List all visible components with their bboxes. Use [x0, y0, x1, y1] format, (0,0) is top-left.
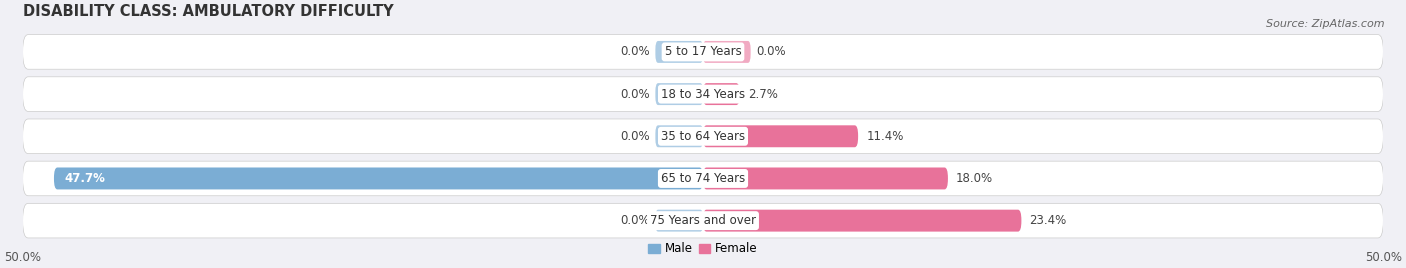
Text: Source: ZipAtlas.com: Source: ZipAtlas.com — [1267, 19, 1385, 29]
FancyBboxPatch shape — [655, 125, 703, 147]
FancyBboxPatch shape — [703, 168, 948, 189]
FancyBboxPatch shape — [22, 119, 1384, 154]
Text: 35 to 64 Years: 35 to 64 Years — [661, 130, 745, 143]
Text: 65 to 74 Years: 65 to 74 Years — [661, 172, 745, 185]
FancyBboxPatch shape — [22, 203, 1384, 238]
Legend: Male, Female: Male, Female — [644, 238, 762, 260]
FancyBboxPatch shape — [703, 83, 740, 105]
FancyBboxPatch shape — [53, 168, 703, 189]
Text: 11.4%: 11.4% — [866, 130, 904, 143]
FancyBboxPatch shape — [703, 210, 1021, 232]
Text: 47.7%: 47.7% — [65, 172, 105, 185]
Text: 18 to 34 Years: 18 to 34 Years — [661, 88, 745, 100]
FancyBboxPatch shape — [655, 210, 703, 232]
Text: 5 to 17 Years: 5 to 17 Years — [665, 45, 741, 58]
FancyBboxPatch shape — [22, 35, 1384, 69]
FancyBboxPatch shape — [655, 83, 703, 105]
Text: 0.0%: 0.0% — [620, 45, 650, 58]
FancyBboxPatch shape — [703, 41, 751, 63]
Text: 18.0%: 18.0% — [956, 172, 993, 185]
Text: 0.0%: 0.0% — [620, 130, 650, 143]
FancyBboxPatch shape — [703, 125, 858, 147]
Text: 0.0%: 0.0% — [756, 45, 786, 58]
Text: DISABILITY CLASS: AMBULATORY DIFFICULTY: DISABILITY CLASS: AMBULATORY DIFFICULTY — [22, 4, 394, 19]
Text: 75 Years and over: 75 Years and over — [650, 214, 756, 227]
FancyBboxPatch shape — [655, 41, 703, 63]
Text: 2.7%: 2.7% — [748, 88, 778, 100]
Text: 0.0%: 0.0% — [620, 214, 650, 227]
Text: 23.4%: 23.4% — [1029, 214, 1067, 227]
Text: 0.0%: 0.0% — [620, 88, 650, 100]
FancyBboxPatch shape — [22, 77, 1384, 111]
FancyBboxPatch shape — [22, 161, 1384, 196]
